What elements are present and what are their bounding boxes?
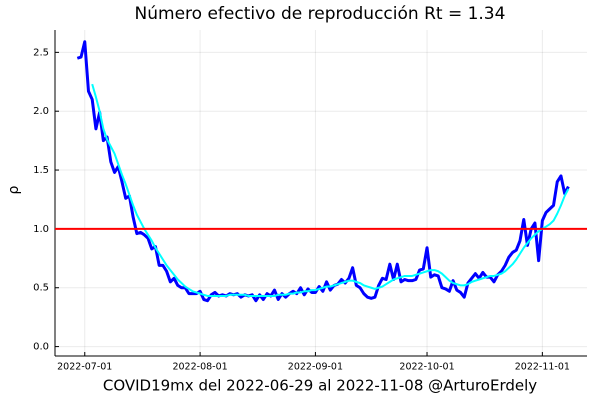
x-tick-label: 2022-07-01 [57, 362, 112, 373]
y-tick-label: 2.0 [33, 106, 49, 117]
x-tick-label: 2022-09-01 [288, 362, 343, 373]
y-axis-label: ρ [6, 185, 22, 194]
y-tick-label: 1.0 [33, 224, 49, 235]
y-tick-label: 1.5 [33, 165, 49, 176]
y-tick-label: 0.0 [33, 342, 49, 353]
series-line [91, 83, 570, 297]
x-tick-label: 2022-08-01 [172, 362, 227, 373]
chart-title: Número efectivo de reproducción Rt = 1.3… [135, 4, 506, 24]
x-tick-label: 2022-10-01 [399, 362, 454, 373]
x-tick-label: 2022-11-01 [515, 362, 570, 373]
y-tick-label: 0.5 [33, 283, 49, 294]
series-line [76, 40, 570, 303]
y-tick-label: 2.5 [33, 47, 49, 58]
x-axis-label: COVID19mx del 2022-06-29 al 2022-11-08 @… [103, 377, 537, 395]
